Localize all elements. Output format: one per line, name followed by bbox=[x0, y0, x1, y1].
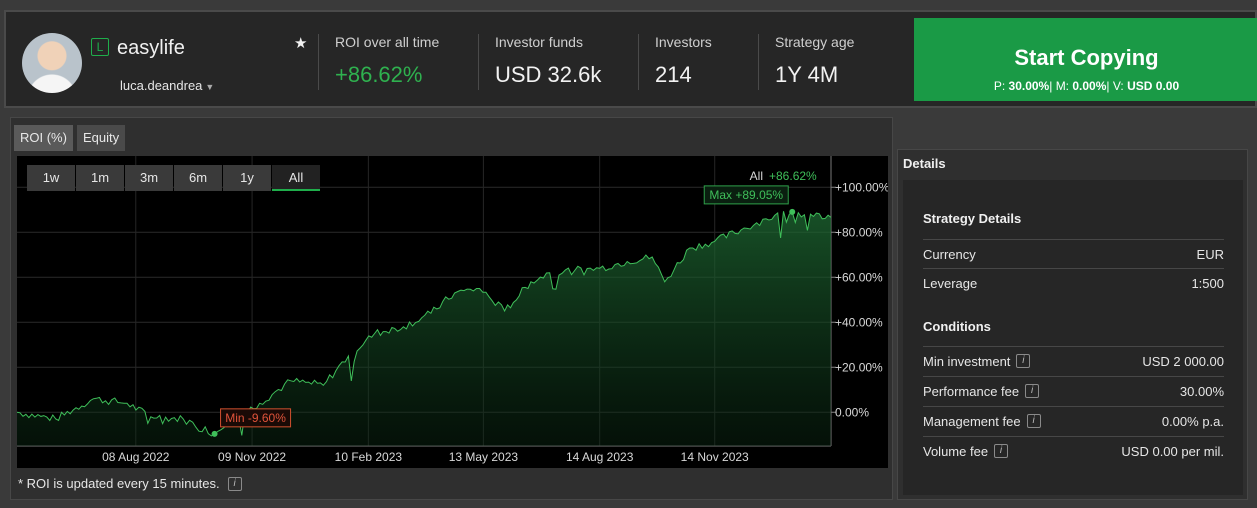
stat-value: +86.62% bbox=[335, 62, 423, 87]
avatar[interactable] bbox=[22, 33, 82, 93]
y-tick-label: +80.00% bbox=[835, 225, 883, 239]
y-tick-label: +40.00% bbox=[835, 315, 883, 329]
y-tick-label: +60.00% bbox=[835, 270, 883, 284]
stat-label: Investors bbox=[655, 34, 712, 50]
max-point bbox=[789, 208, 796, 215]
detail-value: 1:500 bbox=[1191, 275, 1224, 291]
details-panel: Details Strategy Details Currency EUR Le… bbox=[897, 149, 1248, 500]
range-all[interactable]: All bbox=[272, 165, 320, 191]
detail-row-management-fee: Management fee i 0.00% p.a. bbox=[923, 406, 1224, 435]
details-title: Details bbox=[903, 156, 946, 171]
chart-tabs: ROI (%) Equity bbox=[14, 125, 129, 151]
detail-key-text: Performance fee bbox=[923, 383, 1020, 399]
detail-value: 0.00% p.a. bbox=[1161, 413, 1224, 429]
info-icon[interactable]: i bbox=[1016, 354, 1031, 368]
range-selector: 1w 1m 3m 6m 1y All bbox=[27, 165, 321, 191]
p-label: P: bbox=[993, 78, 1006, 93]
m-label: M: bbox=[1055, 78, 1070, 93]
min-label-box bbox=[220, 408, 292, 428]
max-label-box bbox=[703, 185, 789, 205]
detail-key: Leverage bbox=[923, 275, 978, 291]
y-tick-label: 0.00% bbox=[835, 405, 869, 419]
detail-row-performance-fee: Performance fee i 30.00% bbox=[923, 376, 1224, 405]
p-value: 30.00% bbox=[1008, 78, 1050, 93]
info-icon[interactable]: i bbox=[1026, 414, 1041, 428]
owner-name: luca.deandrea bbox=[120, 78, 203, 93]
stat-label: ROI over all time bbox=[335, 34, 440, 50]
stat-value: 1Y 4M bbox=[775, 62, 839, 87]
x-tick-label: 14 Nov 2023 bbox=[681, 450, 749, 464]
range-6m[interactable]: 6m bbox=[174, 165, 222, 191]
detail-value: 30.00% bbox=[1179, 383, 1224, 399]
level-badge: L bbox=[91, 38, 109, 56]
range-summary-label: All bbox=[750, 169, 763, 183]
detail-key: Management fee i bbox=[923, 414, 1041, 429]
detail-key-text: Management fee bbox=[923, 413, 1021, 429]
strategy-header: L easylife luca.deandrea ▼ ★ ROI over all… bbox=[4, 10, 1257, 108]
m-value: 0.00% bbox=[1072, 78, 1107, 93]
y-tick-label: +100.00% bbox=[835, 180, 888, 194]
stat-label: Strategy age bbox=[775, 34, 855, 50]
roi-area bbox=[17, 211, 831, 446]
roi-footnote: * ROI is updated every 15 minutes. i bbox=[18, 476, 242, 491]
chart-panel: ROI (%) Equity +100.00% +80.00% +60.00% +40… bbox=[10, 117, 893, 500]
roi-series-line bbox=[17, 211, 832, 437]
stat-label: Investor funds bbox=[495, 34, 583, 50]
detail-key: Min investment i bbox=[923, 353, 1031, 369]
conditions-heading: Conditions bbox=[923, 319, 991, 334]
x-tick-label: 10 Feb 2023 bbox=[335, 450, 403, 464]
x-tick-label: 14 Aug 2023 bbox=[566, 450, 634, 464]
detail-key: Volume fee i bbox=[923, 443, 1009, 459]
detail-value: EUR bbox=[1196, 246, 1224, 262]
detail-row-min-investment: Min investment i USD 2 000.00 bbox=[923, 346, 1224, 375]
range-summary-value: +86.62% bbox=[769, 169, 817, 183]
max-label: Max +89.05% bbox=[709, 188, 783, 202]
detail-row-leverage: Leverage 1:500 bbox=[923, 268, 1224, 297]
stat-investors: Investors 214 bbox=[638, 34, 712, 90]
y-tick-label: +20.00% bbox=[835, 360, 883, 374]
info-icon[interactable]: i bbox=[994, 444, 1009, 458]
detail-key: Currency bbox=[923, 246, 976, 262]
strategy-name: easylife bbox=[117, 37, 185, 59]
stat-value: 214 bbox=[655, 62, 692, 87]
details-body: Strategy Details Currency EUR Leverage 1… bbox=[903, 180, 1243, 495]
roi-chart: +100.00% +80.00% +60.00% +40.00% +20.00% 0.00… bbox=[17, 156, 888, 468]
caret-down-icon: ▼ bbox=[205, 82, 215, 92]
x-tick-label: 13 May 2023 bbox=[449, 450, 519, 464]
roi-chart-svg: +100.00% +80.00% +60.00% +40.00% +20.00% 0.00… bbox=[17, 156, 888, 464]
v-label: V: bbox=[1112, 78, 1124, 93]
min-label: Min -9.60% bbox=[225, 411, 286, 425]
info-icon[interactable]: i bbox=[227, 476, 242, 491]
x-tick-label: 08 Aug 2022 bbox=[102, 450, 170, 464]
start-copying-label: Start Copying bbox=[1014, 44, 1159, 70]
min-point bbox=[211, 430, 218, 437]
stat-roi: ROI over all time +86.62% bbox=[318, 34, 439, 90]
copy-fees-summary: P: 30.00%| M: 0.00%| V: USD 0.00 bbox=[993, 78, 1180, 93]
detail-key-text: Volume fee bbox=[923, 443, 989, 459]
detail-key: Performance fee i bbox=[923, 383, 1040, 399]
info-icon[interactable]: i bbox=[1025, 384, 1040, 398]
tab-roi[interactable]: ROI (%) bbox=[14, 125, 73, 151]
range-1w[interactable]: 1w bbox=[27, 165, 75, 191]
range-3m[interactable]: 3m bbox=[125, 165, 173, 191]
stat-value: USD 32.6k bbox=[495, 62, 602, 87]
detail-row-volume-fee: Volume fee i USD 0.00 per mil. bbox=[923, 436, 1224, 465]
start-copying-button[interactable]: Start Copying P: 30.00%| M: 0.00%| V: US… bbox=[914, 18, 1257, 101]
owner-dropdown[interactable]: luca.deandrea ▼ bbox=[120, 78, 214, 93]
stat-investor-funds: Investor funds USD 32.6k bbox=[478, 34, 601, 90]
detail-key-text: Min investment bbox=[923, 353, 1011, 369]
tab-equity[interactable]: Equity bbox=[76, 125, 126, 151]
favorite-star-icon[interactable]: ★ bbox=[294, 35, 308, 52]
detail-row-currency: Currency EUR bbox=[923, 239, 1224, 268]
range-1y[interactable]: 1y bbox=[223, 165, 271, 191]
strategy-details-heading: Strategy Details bbox=[923, 211, 1022, 226]
x-tick-label: 09 Nov 2022 bbox=[218, 450, 286, 464]
range-1m[interactable]: 1m bbox=[76, 165, 124, 191]
v-value: USD 0.00 bbox=[1127, 78, 1180, 93]
footnote-text: * ROI is updated every 15 minutes. bbox=[18, 476, 220, 491]
detail-value: USD 2 000.00 bbox=[1142, 353, 1224, 369]
detail-value: USD 0.00 per mil. bbox=[1121, 443, 1224, 459]
stat-strategy-age: Strategy age 1Y 4M bbox=[758, 34, 854, 90]
